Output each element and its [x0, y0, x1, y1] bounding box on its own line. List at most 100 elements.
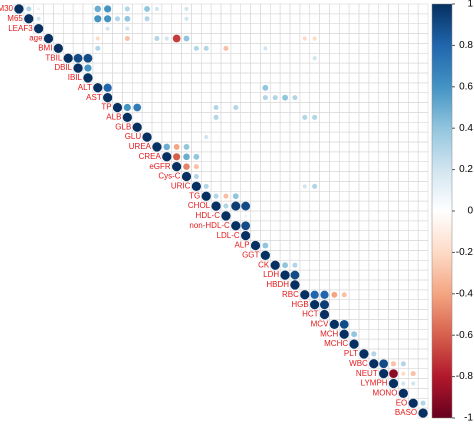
variable-label: MONO: [373, 388, 398, 397]
cell: [417, 250, 429, 261]
cell: [398, 210, 409, 222]
cell: [319, 181, 330, 192]
cell: [417, 368, 429, 379]
cell: [141, 43, 153, 54]
cell: [329, 13, 340, 25]
variable-label: Cys-C: [158, 172, 180, 181]
cell: [260, 190, 271, 202]
cell: [398, 121, 409, 133]
cell: [151, 62, 163, 74]
cell: [368, 3, 380, 15]
cell: [398, 299, 409, 310]
cell: [309, 3, 320, 15]
cell: [230, 121, 242, 133]
cell: [171, 3, 182, 15]
cell: [417, 269, 429, 281]
cell: [299, 250, 311, 261]
cell: [200, 52, 212, 64]
cell: [319, 269, 330, 281]
cell: [417, 23, 429, 34]
cell: [230, 161, 242, 172]
cell: [378, 200, 389, 212]
corr-circle: [349, 339, 359, 349]
cell: [112, 23, 123, 34]
cell: [329, 92, 340, 103]
cell: [191, 3, 202, 15]
cell: [388, 131, 399, 143]
cell: [141, 92, 153, 103]
cell: [269, 141, 281, 153]
cell: [348, 299, 360, 310]
variable-label: CREA: [139, 152, 162, 161]
corr-circle: [173, 143, 180, 150]
cell: [348, 23, 360, 34]
corr-circle: [401, 371, 406, 376]
cell: [131, 43, 143, 54]
cell: [191, 112, 202, 123]
cell: [72, 33, 84, 44]
cell: [417, 279, 429, 291]
cell: [319, 33, 330, 44]
cell: [240, 161, 251, 172]
cell: [161, 112, 173, 123]
cell: [289, 230, 301, 241]
cell: [388, 82, 399, 94]
cell: [398, 72, 409, 84]
corr-circle: [418, 408, 428, 418]
corr-circle: [341, 292, 347, 298]
cell: [348, 112, 360, 123]
corr-circle: [410, 371, 416, 377]
cell: [348, 82, 360, 94]
cell: [338, 62, 350, 74]
cell: [240, 171, 251, 182]
cell: [407, 72, 419, 84]
cell: [309, 210, 320, 222]
corr-circle: [223, 203, 229, 209]
colorbar-label: 0: [467, 206, 473, 217]
cell: [358, 92, 370, 103]
cell: [269, 210, 281, 222]
cell: [407, 220, 419, 232]
cell: [417, 161, 429, 172]
cell: [378, 240, 389, 251]
cell: [338, 269, 350, 281]
cell: [220, 62, 232, 74]
cell: [329, 131, 340, 143]
corr-circle: [320, 290, 329, 299]
cell: [329, 200, 340, 212]
corr-circle: [123, 103, 131, 112]
corr-circle: [73, 53, 83, 63]
cell: [279, 151, 291, 163]
variable-label: BMI: [38, 43, 52, 52]
cell: [92, 23, 104, 34]
cell: [348, 62, 360, 74]
corr-circle: [193, 45, 199, 51]
cell: [299, 3, 311, 15]
cell: [338, 181, 350, 192]
cell: [260, 210, 271, 222]
corr-circle: [14, 4, 24, 14]
corr-circle: [400, 361, 406, 367]
cell: [338, 131, 350, 143]
cell: [329, 269, 340, 281]
cell: [309, 72, 320, 84]
cell: [417, 141, 429, 153]
cell: [388, 181, 399, 192]
colorbar-label: 0.6: [459, 81, 473, 92]
cell: [299, 62, 311, 74]
cell: [329, 141, 340, 153]
cell: [407, 200, 419, 212]
cell: [329, 299, 340, 310]
cell: [269, 33, 281, 44]
cell: [358, 309, 370, 320]
cell: [329, 161, 340, 172]
cell: [407, 240, 419, 251]
cell: [82, 33, 94, 44]
cell: [240, 33, 251, 44]
cell: [279, 23, 291, 34]
corr-circle: [193, 173, 199, 180]
corr-circle: [241, 201, 251, 211]
cell: [269, 62, 281, 74]
corr-circle: [93, 83, 103, 93]
cell: [151, 52, 163, 64]
